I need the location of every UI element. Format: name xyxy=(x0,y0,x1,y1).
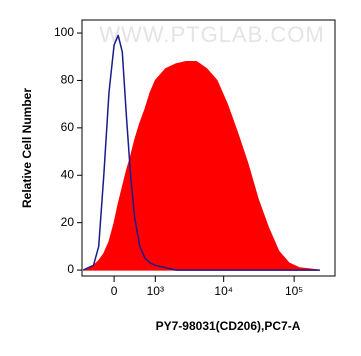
x-tick-label: 10⁴ xyxy=(214,284,233,298)
watermark: WWW.PTGLAB.COM xyxy=(99,22,324,47)
x-tick-label: 10³ xyxy=(147,284,164,298)
y-axis-title: Relative Cell Number xyxy=(20,88,34,208)
histogram-area xyxy=(82,61,320,271)
x-axis-title: PY7-98031(CD206),PC7-A xyxy=(156,319,301,333)
y-tick-label: 100 xyxy=(54,25,74,39)
histogram-line xyxy=(82,34,320,271)
y-tick-label: 80 xyxy=(61,73,75,87)
x-tick-label: 10⁵ xyxy=(285,284,303,298)
y-tick-label: 0 xyxy=(67,262,74,276)
plot-frame xyxy=(81,19,336,277)
x-tick-label: 0 xyxy=(111,284,118,298)
y-tick-label: 20 xyxy=(61,215,75,229)
y-tick-label: 60 xyxy=(61,120,75,134)
y-tick-label: 40 xyxy=(61,167,75,181)
